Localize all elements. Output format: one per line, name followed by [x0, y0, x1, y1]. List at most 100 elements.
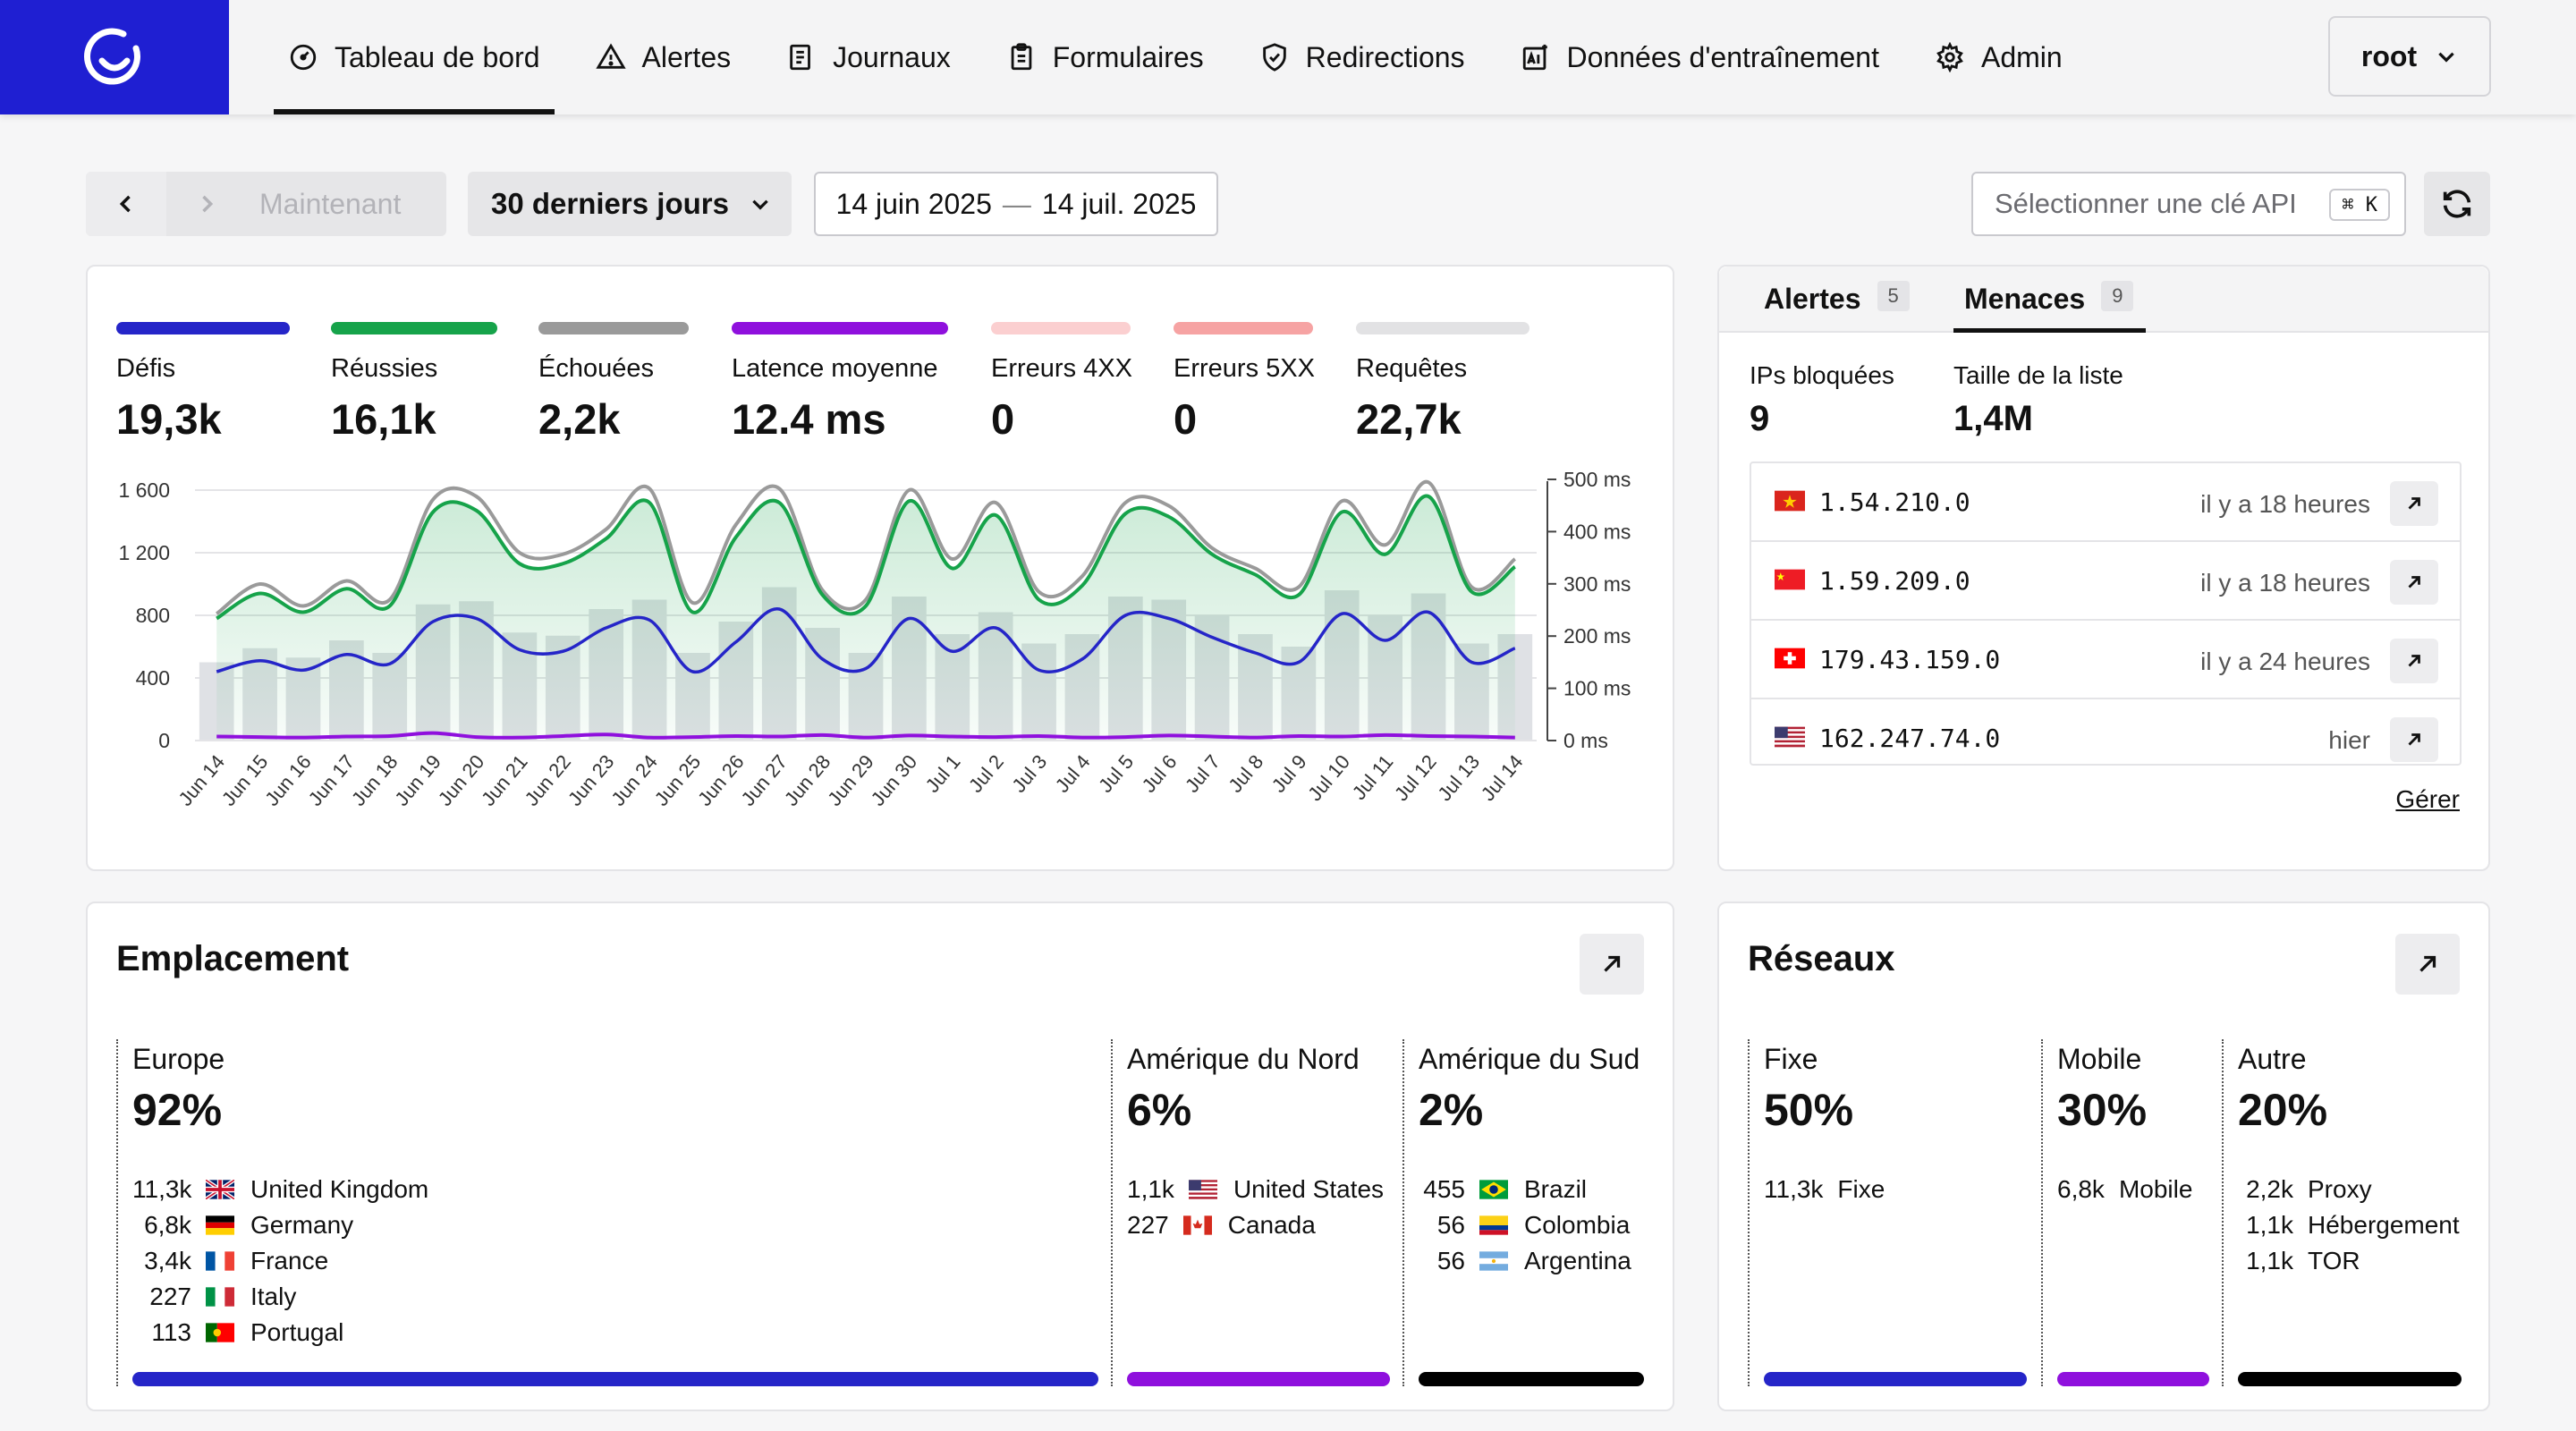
list-item: 11,3k Fixe — [1764, 1172, 1885, 1207]
latency-line — [216, 731, 1515, 740]
expand-networks-button[interactable] — [2395, 934, 2460, 995]
country-count: 1,1k — [1127, 1175, 1174, 1203]
card-title: Emplacement — [116, 939, 350, 978]
x-tick-label: Jul 10 — [1303, 750, 1354, 805]
x-tick-label: Jun 21 — [477, 750, 532, 810]
open-ip-button[interactable] — [2390, 639, 2438, 683]
location-card: Emplacement Europe 92% 11,3k United King… — [86, 902, 1674, 1411]
list-item: 56 Argentina — [1419, 1243, 1631, 1279]
network-count: 2,2k — [2246, 1175, 2293, 1203]
nav-item-alerts[interactable]: Alertes — [581, 0, 746, 114]
arrow-up-right-icon — [2408, 655, 2420, 667]
metric-errors-4xx[interactable]: Erreurs 4XX 0 — [991, 322, 1132, 444]
range-select[interactable]: 30 derniers jours — [468, 172, 792, 236]
metric-requests[interactable]: Requêtes 22,7k — [1356, 322, 1530, 444]
gear-icon — [1936, 42, 1963, 72]
x-tick-label: Jun 19 — [390, 750, 445, 810]
network-other[interactable]: Autre 20% 2,2k Proxy 1,1k Hébergement 1,… — [2222, 1039, 2462, 1386]
network-mobile[interactable]: Mobile 30% 6,8k Mobile — [2041, 1039, 2209, 1386]
switzerland-flag-icon — [1775, 648, 1805, 669]
ip-address: 179.43.159.0 — [1819, 645, 2001, 674]
open-ip-button[interactable] — [2390, 717, 2438, 762]
metric-challenges[interactable]: Défis 19,3k — [116, 322, 290, 444]
arrow-up-right-icon — [1604, 955, 1621, 972]
metric-label: Erreurs 5XX — [1174, 354, 1315, 383]
y2-tick-label: 400 ms — [1563, 520, 1631, 543]
nav-item-training-data[interactable]: Données d'entraînement — [1506, 0, 1894, 114]
x-tick-label: Jun 28 — [780, 750, 835, 810]
stat-value: 1,4M — [1953, 399, 2033, 438]
date-range-picker[interactable]: 14 juin 2025 — 14 juil. 2025 — [814, 172, 1218, 236]
country-count: 56 — [1436, 1211, 1465, 1239]
nav-item-forms[interactable]: Formulaires — [992, 0, 1218, 114]
network-fixed[interactable]: Fixe 50% 11,3k Fixe — [1748, 1039, 2027, 1386]
now-button[interactable]: Maintenant — [259, 187, 402, 220]
nav-item-logs[interactable]: Journaux — [772, 0, 965, 114]
next-period-button[interactable] — [166, 172, 247, 236]
x-tick-label: Jul 13 — [1433, 750, 1484, 805]
keyboard-shortcut: ⌘ K — [2329, 189, 2390, 221]
manage-link[interactable]: Gérer — [2395, 785, 2460, 813]
uk-flag-icon — [206, 1180, 234, 1199]
nav-item-dashboard[interactable]: Tableau de bord — [274, 0, 555, 114]
metric-failed[interactable]: Échouées 2,2k — [538, 322, 689, 444]
list-item: 1.54.210.0 il y a 18 heures — [1751, 463, 2460, 542]
metric-passed[interactable]: Réussies 16,1k — [331, 322, 497, 444]
country-name: United Kingdom — [250, 1175, 429, 1203]
threats-tabs: Alertes 5 Menaces 9 — [1719, 267, 2488, 333]
ip-time: hier — [2328, 726, 2370, 754]
germany-flag-icon — [206, 1215, 234, 1235]
brazil-flag-icon — [1479, 1180, 1508, 1199]
warning-icon — [595, 43, 626, 69]
list-item: 227 Italy — [132, 1279, 428, 1315]
refresh-icon — [2443, 190, 2471, 218]
api-key-select[interactable]: Sélectionner une clé API ⌘ K — [1971, 172, 2406, 236]
range-select-label: 30 derniers jours — [491, 187, 729, 220]
tab-count-badge: 9 — [2101, 281, 2134, 311]
metric-value: 19,3k — [116, 395, 222, 443]
refresh-button[interactable] — [2424, 172, 2490, 236]
region-south-america[interactable]: Amérique du Sud 2% 455 Brazil 56 Colombi… — [1402, 1039, 1646, 1386]
network-type: Mobile — [2118, 1175, 2193, 1203]
network-name: Mobile — [2057, 1043, 2142, 1075]
blocked-ip-list: 1.54.210.0 il y a 18 heures 1.59.209.0 i… — [1750, 461, 2462, 766]
chevron-left-icon — [119, 195, 131, 213]
region-name: Amérique du Sud — [1419, 1043, 1640, 1075]
challenges-line — [216, 607, 1516, 674]
country-count: 455 — [1423, 1175, 1465, 1203]
nav-item-admin[interactable]: Admin — [1920, 0, 2077, 114]
traffic-chart[interactable]: 0 400 800 1 200 1 600 0 ms 100 ms 200 ms 300 ms 4… — [88, 472, 1673, 866]
x-tick-label: Jun 18 — [347, 750, 402, 810]
y2-tick-label: 200 ms — [1563, 624, 1631, 648]
user-menu-button[interactable]: root — [2328, 16, 2491, 97]
list-item: 56 Colombia — [1419, 1207, 1631, 1243]
metric-color-bar — [1174, 322, 1313, 334]
tab-alerts[interactable]: Alertes 5 — [1764, 281, 1910, 333]
china-flag-icon — [1775, 569, 1805, 590]
metric-value: 22,7k — [1356, 395, 1462, 443]
metric-latency[interactable]: Latence moyenne 12.4 ms — [732, 322, 948, 444]
metric-label: Réussies — [331, 354, 438, 383]
tab-threats[interactable]: Menaces 9 — [1953, 281, 2147, 333]
logo[interactable] — [0, 0, 229, 114]
arrow-up-right-icon — [2408, 576, 2420, 588]
region-north-america[interactable]: Amérique du Nord 6% 1,1k United States 2… — [1111, 1039, 1390, 1386]
open-ip-button[interactable] — [2390, 560, 2438, 605]
x-tick-label: Jun 25 — [650, 750, 706, 810]
network-count: 1,1k — [2246, 1211, 2293, 1239]
failed-line — [215, 480, 1517, 615]
metric-errors-5xx[interactable]: Erreurs 5XX 0 — [1174, 322, 1315, 444]
x-tick-label: Jun 23 — [564, 750, 619, 810]
expand-location-button[interactable] — [1580, 934, 1644, 995]
network-type: Hébergement — [2308, 1211, 2460, 1239]
region-europe[interactable]: Europe 92% 11,3k United Kingdom 6,8k Ger… — [116, 1039, 1098, 1386]
y-tick-label: 1 600 — [118, 478, 170, 502]
x-tick-label: Jul 7 — [1181, 750, 1224, 797]
user-name: root — [2360, 39, 2418, 72]
previous-period-button[interactable] — [86, 172, 166, 236]
open-ip-button[interactable] — [2390, 481, 2438, 526]
arrow-up-right-icon — [2419, 955, 2436, 972]
nav-item-redirects[interactable]: Redirections — [1245, 0, 1479, 114]
country-count: 227 — [1127, 1211, 1169, 1239]
card-title: Réseaux — [1748, 939, 1895, 978]
